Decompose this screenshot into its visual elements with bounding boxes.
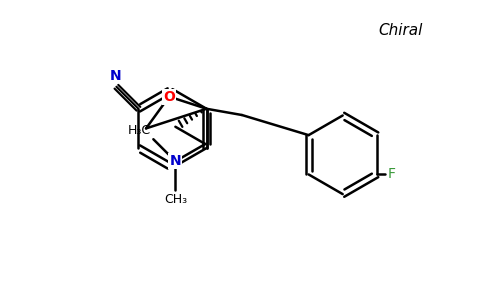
Text: Chiral: Chiral (378, 23, 423, 38)
Text: N: N (110, 69, 121, 83)
Text: O: O (163, 90, 175, 104)
Text: F: F (387, 167, 395, 182)
Text: N: N (169, 154, 181, 168)
Text: H₃C: H₃C (128, 124, 151, 137)
Text: CH₃: CH₃ (164, 193, 187, 206)
